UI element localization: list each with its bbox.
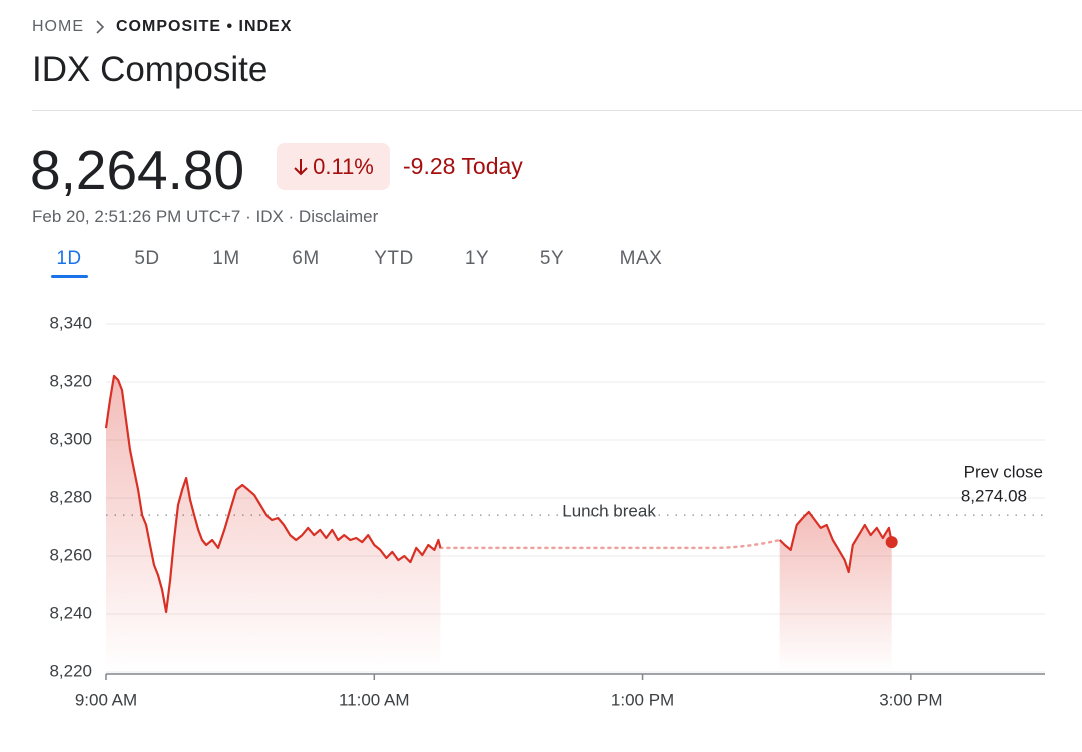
area	[779, 511, 892, 672]
breadcrumb: HOME COMPOSITE • INDEX	[32, 18, 292, 36]
x-tick-label: 1:00 PM	[611, 690, 674, 709]
y-tick-label: 8,220	[49, 661, 92, 680]
page-title: IDX Composite	[32, 50, 268, 89]
range-tab[interactable]: 5Y	[539, 248, 565, 269]
reference-name: Prev close	[964, 462, 1043, 481]
price-line	[104, 374, 893, 614]
range-tab[interactable]: 1Y	[464, 248, 490, 269]
gap-label: Lunch break	[562, 501, 656, 520]
chevron-icon	[96, 20, 105, 34]
area	[106, 375, 441, 672]
y-tick-label: 8,260	[49, 545, 92, 564]
last-point	[885, 536, 898, 549]
breadcrumb-home[interactable]: HOME	[32, 18, 84, 35]
divider	[32, 110, 1082, 111]
range-tab[interactable]: 1M	[212, 248, 240, 269]
x-tick-label: 11:00 AM	[339, 690, 410, 709]
down-arrow-icon	[294, 158, 308, 175]
tab-indicator	[51, 275, 88, 278]
range-tabs: 1D 5D 1M 6M YTD 1Y 5Y MAX	[0, 248, 700, 282]
y-tick-label: 8,300	[49, 429, 92, 448]
quote-details: Feb 20, 2:51:26 PM UTC+7 · IDX · Disclai…	[32, 207, 379, 226]
range-tab[interactable]: YTD	[374, 248, 414, 269]
y-tick-label: 8,340	[49, 313, 92, 332]
gap-connector	[439, 538, 781, 550]
price: 8,264.80	[30, 139, 245, 201]
reference-value: 8,274.08	[961, 486, 1027, 505]
range-tab[interactable]: 6M	[292, 248, 320, 269]
range-tab[interactable]: MAX	[619, 248, 663, 269]
change-percent: 0.11%	[313, 153, 374, 179]
x-tick-label: 9:00 AM	[75, 690, 137, 709]
breadcrumb-current: COMPOSITE • INDEX	[116, 18, 293, 35]
y-tick-label: 8,320	[49, 371, 92, 390]
x-tick-label: 3:00 PM	[879, 690, 942, 709]
y-tick-label: 8,240	[49, 603, 92, 622]
change-today: -9.28 Today	[403, 153, 523, 179]
range-tab[interactable]: 1D	[56, 248, 82, 269]
range-tab[interactable]: 5D	[134, 248, 160, 269]
change-badge: 0.11%	[277, 143, 390, 190]
y-tick-label: 8,280	[49, 487, 92, 506]
